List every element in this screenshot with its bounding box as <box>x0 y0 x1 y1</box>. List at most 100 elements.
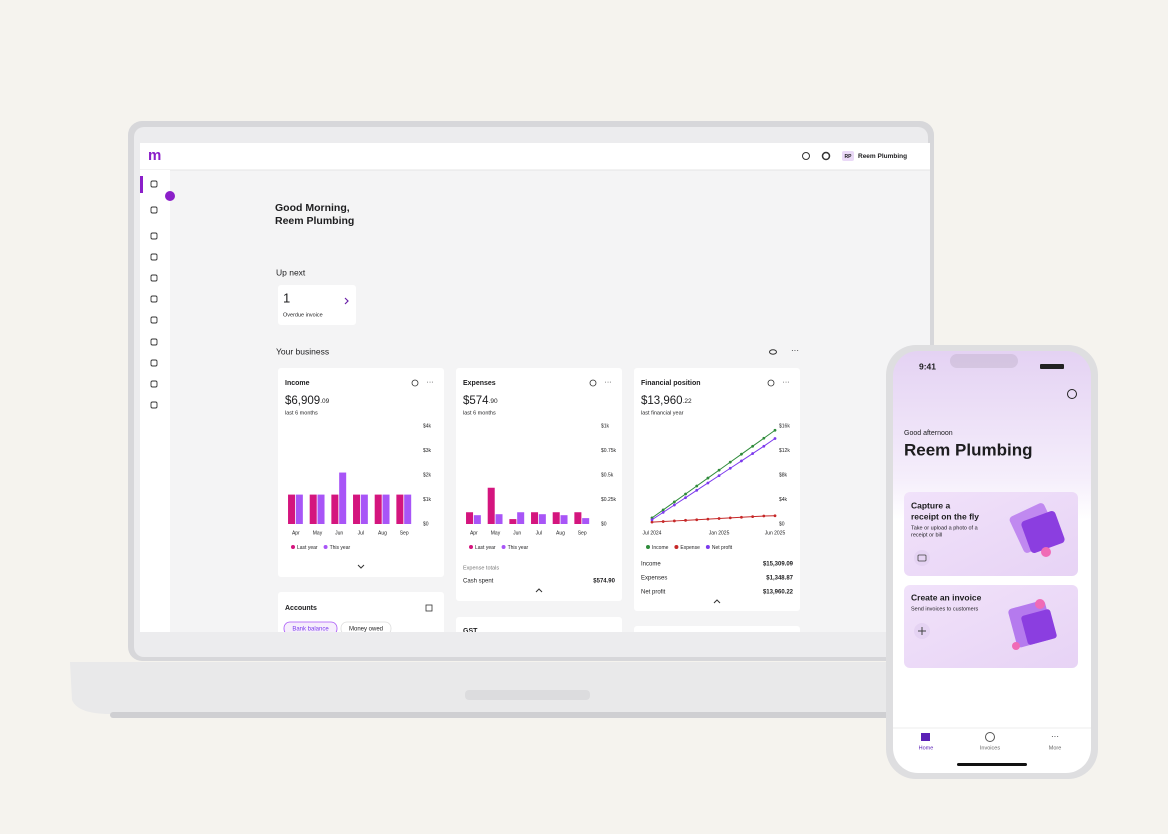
tile-illustration <box>1008 599 1057 650</box>
tab-label: More <box>1049 745 1062 751</box>
card-action[interactable] <box>767 379 775 387</box>
point <box>762 444 766 448</box>
avatar[interactable] <box>842 151 854 161</box>
point <box>672 519 676 523</box>
y-tick-label: $0 <box>423 521 429 527</box>
bar <box>339 472 347 524</box>
nav-icon[interactable] <box>150 206 158 214</box>
up-next-card[interactable] <box>278 285 356 325</box>
bar <box>288 494 296 524</box>
point <box>751 452 755 455</box>
card-menu[interactable]: ··· <box>605 379 612 386</box>
summary-value: $574.90 <box>593 579 615 585</box>
summary-value: $13,960.22 <box>763 590 794 596</box>
tab-label: Invoices <box>980 745 1000 751</box>
bar <box>295 494 303 524</box>
help-icon[interactable] <box>1067 389 1077 399</box>
point <box>740 515 743 519</box>
legend-swatch <box>291 545 295 549</box>
point <box>728 460 732 464</box>
bar <box>473 515 481 524</box>
bar <box>582 518 590 524</box>
amount-cents: .09 <box>320 398 329 405</box>
point <box>650 520 654 524</box>
nav-icon[interactable] <box>150 295 158 303</box>
tile-desc: Send invoices to customers <box>911 606 979 612</box>
card-menu[interactable]: ··· <box>783 379 790 386</box>
point <box>661 510 665 514</box>
nav-icon[interactable] <box>150 180 158 188</box>
help-icon[interactable] <box>802 152 810 160</box>
tile-title: Create an invoice <box>911 592 982 602</box>
card-action[interactable] <box>411 379 419 387</box>
collapse-chevron[interactable] <box>535 588 543 593</box>
x-tick-label: Aug <box>556 530 565 536</box>
bar <box>331 494 339 524</box>
nav-icon[interactable] <box>150 380 158 388</box>
amount-cents: .22 <box>683 398 692 405</box>
nav-icon[interactable] <box>150 316 158 324</box>
trackpad <box>465 690 590 700</box>
point <box>762 436 766 440</box>
point <box>706 517 710 521</box>
nav-icon[interactable] <box>150 232 158 240</box>
summary-label: Income <box>641 562 661 568</box>
home-indicator <box>957 763 1027 766</box>
x-tick-label: May <box>491 530 501 536</box>
point <box>740 452 743 456</box>
x-tick-label: Jul <box>536 530 542 536</box>
more-icon[interactable]: ··· <box>1051 732 1059 741</box>
card: Expenses ··· $574.90 last 6 months $0 $0.25k $… <box>456 368 622 601</box>
y-tick-label: $12k <box>779 448 790 454</box>
summary-value: $1,348.87 <box>766 576 793 582</box>
nav-icon[interactable] <box>150 401 158 409</box>
point <box>684 518 687 522</box>
expand-chevron[interactable] <box>357 564 365 569</box>
card <box>634 626 800 632</box>
bar <box>466 512 474 524</box>
amount-whole: $574 <box>463 395 489 407</box>
point <box>762 514 766 518</box>
settings-icon[interactable] <box>821 151 831 161</box>
tab[interactable] <box>340 621 392 635</box>
point <box>740 459 743 463</box>
x-tick-label: Jan 2025 <box>709 530 730 536</box>
card-period: last financial year <box>641 410 684 416</box>
bar <box>517 512 525 524</box>
nav-icon[interactable] <box>150 338 158 346</box>
more-icon[interactable]: ··· <box>791 346 799 355</box>
y-tick-label: $8k <box>779 472 788 478</box>
logo[interactable]: m <box>148 147 161 164</box>
y-tick-label: $0 <box>601 521 607 527</box>
point <box>717 474 721 478</box>
legend-label: This year <box>330 545 351 551</box>
legend-label: Income <box>652 545 669 551</box>
tab[interactable] <box>283 621 338 635</box>
bar <box>574 512 582 524</box>
gst-card <box>456 617 622 632</box>
invoices-icon[interactable] <box>985 732 995 742</box>
collapse-chevron[interactable] <box>713 599 721 604</box>
x-tick-label: Aug <box>378 530 387 536</box>
y-tick-label: $1k <box>423 497 432 503</box>
nav-icon[interactable] <box>150 359 158 367</box>
point <box>751 444 755 448</box>
y-tick-label: $1k <box>601 423 610 429</box>
card-menu[interactable]: ··· <box>427 379 434 386</box>
home-icon[interactable] <box>921 733 930 741</box>
point <box>751 515 755 519</box>
eye-icon[interactable] <box>769 349 777 355</box>
card-action[interactable] <box>589 379 597 387</box>
bar <box>309 494 317 524</box>
summary-label: Net profit <box>641 590 666 596</box>
sidebar-toggle[interactable] <box>165 191 175 201</box>
legend-swatch <box>646 545 650 549</box>
business-name[interactable]: Reem Plumbing <box>858 153 907 160</box>
nav-icon[interactable] <box>150 274 158 282</box>
camera-button[interactable] <box>914 550 930 566</box>
tab-label: Money owed <box>349 627 383 633</box>
nav-icon[interactable] <box>150 253 158 261</box>
bar <box>353 494 361 524</box>
point <box>661 508 665 512</box>
